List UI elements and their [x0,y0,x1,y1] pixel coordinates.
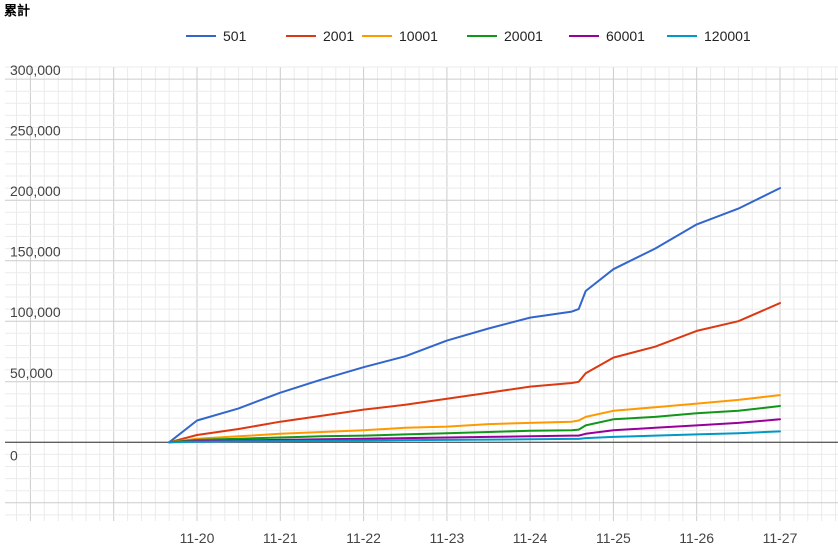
x-tick-label: 11-27 [763,530,798,546]
legend-item-2001[interactable]: 2001 [286,28,354,44]
legend-label: 120001 [704,28,751,44]
x-tick-label: 11-24 [513,530,548,546]
legend-label: 20001 [504,28,543,44]
series-line-10001 [168,394,781,444]
y-tick-label: 50,000 [10,365,53,381]
legend-item-60001[interactable]: 60001 [569,28,645,44]
x-tick-label: 11-21 [263,530,298,546]
legend: 501 2001 10001 20001 60001 120001 [186,28,751,44]
series-line-120001 [168,430,781,444]
x-tick-label: 11-23 [430,530,465,546]
legend-label: 501 [223,28,247,44]
y-tick-label: 100,000 [10,304,61,320]
series-lines [168,187,781,444]
legend-item-120001[interactable]: 120001 [667,28,751,44]
x-tick-label: 11-20 [180,530,215,546]
axes: 300,000 250,000 200,000 150,000 100,000 50,00… [5,62,838,546]
legend-label: 2001 [323,28,354,44]
legend-label: 60001 [606,28,645,44]
y-tick-label: 0 [10,447,18,463]
series-line-501 [168,187,781,444]
y-tick-label: 250,000 [10,123,61,139]
x-tick-label: 11-26 [679,530,714,546]
grid [5,66,838,521]
series-line-60001 [168,418,781,444]
y-tick-label: 200,000 [10,183,61,199]
x-tick-label: 11-22 [346,530,381,546]
legend-label: 10001 [399,28,438,44]
chart-title: 累計 [4,3,30,19]
x-tick-label: 11-25 [596,530,631,546]
y-tick-label: 150,000 [10,244,61,260]
series-line-2001 [168,302,781,444]
legend-item-10001[interactable]: 10001 [362,28,438,44]
legend-item-501[interactable]: 501 [186,28,247,44]
legend-item-20001[interactable]: 20001 [467,28,543,44]
series-line-20001 [168,405,781,444]
y-tick-label: 300,000 [10,62,61,78]
